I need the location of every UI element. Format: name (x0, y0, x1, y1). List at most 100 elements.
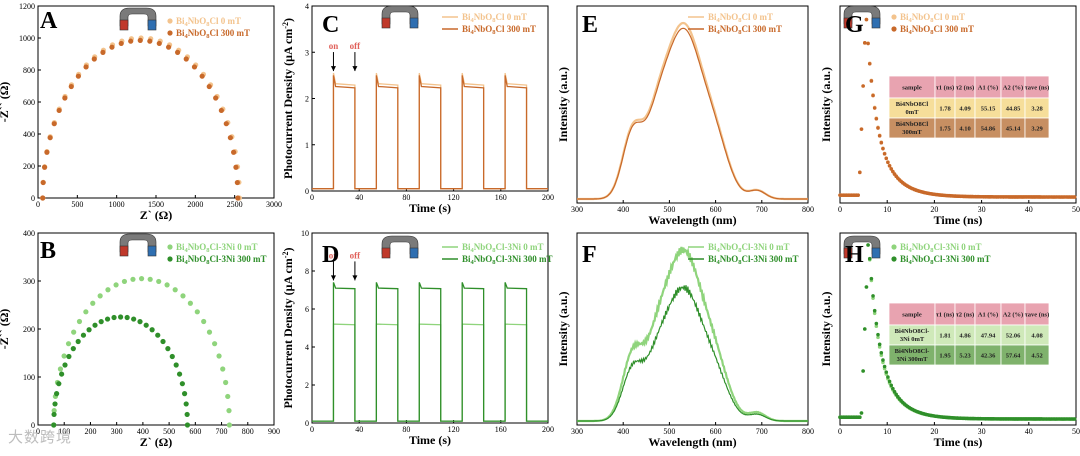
data-point (66, 353, 72, 360)
legend-label: Bi4NbO8Cl 300 mT (462, 24, 536, 36)
data-point (891, 386, 895, 391)
data-point (65, 341, 72, 347)
data-point (859, 411, 864, 415)
y-tick-label: 0 (31, 421, 35, 430)
table-cell-text: τ2 (ns) (956, 312, 974, 319)
x-axis-label: Z` (Ω) (140, 435, 173, 449)
x-tick-label: 400 (617, 205, 629, 214)
data-point (176, 371, 183, 377)
data-point (871, 93, 875, 98)
panel-letter: G (845, 12, 864, 38)
data-point (867, 61, 872, 66)
x-tick-label: 700 (756, 205, 768, 214)
y-tick-label: 0 (305, 419, 309, 428)
data-point (881, 358, 885, 362)
data-point (206, 329, 213, 335)
table-cell-text: τ1 (ns) (936, 85, 954, 92)
x-tick-label: 0 (838, 205, 842, 214)
legend-marker (167, 256, 173, 262)
table-cell-text: A2 (%) (1003, 85, 1023, 92)
data-point (876, 126, 880, 130)
data-point (165, 44, 172, 50)
data-point (124, 314, 130, 321)
panel-F: 300 400 500 600 700 800 Wavelength (nm) Intensi… (556, 232, 814, 449)
panel-letter: C (322, 12, 339, 38)
y-tick-label: 400 (23, 130, 35, 139)
data-point (104, 316, 111, 322)
plot-frame (576, 232, 809, 426)
y-tick-label: 600 (23, 98, 35, 107)
table-cell-text: Bi4NbO8Cl- (895, 348, 930, 355)
data-point (1072, 417, 1077, 421)
table-cell-text: 42.36 (981, 353, 996, 360)
series-line (312, 323, 548, 422)
data-point (57, 366, 64, 372)
y-axis-label: Photocurrent Density (μA cm-2) (281, 248, 295, 409)
x-tick-label: 500 (663, 205, 675, 214)
x-axis-label: Wavelength (nm) (648, 213, 736, 227)
data-point (864, 17, 869, 22)
data-point (872, 311, 877, 316)
data-point (864, 285, 869, 289)
x-axis-label: Wavelength (nm) (648, 435, 736, 449)
legend-label: Bi4NbO8Cl-3Ni 300 mT (462, 254, 553, 266)
data-point (149, 327, 155, 333)
magnet-icon (381, 5, 419, 29)
data-point (54, 391, 60, 397)
y-tick-label: 0 (305, 187, 309, 196)
y-tick-label: 4 (305, 343, 309, 352)
panel-A: 0 500 1000 1500 2000 2500 3000 Z` (Ω) 0 200 400 600… (0, 2, 282, 222)
data-point (1072, 195, 1077, 199)
x-tick-label: 20 (930, 205, 938, 214)
x-tick-label: 300 (111, 427, 123, 436)
table-cell-text: τ1 (ns) (936, 312, 954, 319)
data-point (874, 324, 879, 329)
data-point (40, 179, 46, 186)
table-cell-text: τave (ns) (1025, 312, 1049, 319)
data-point (51, 411, 57, 418)
data-point (866, 243, 870, 247)
data-point (56, 107, 62, 114)
data-point (172, 287, 178, 293)
data-point (226, 422, 233, 428)
data-point (858, 170, 862, 175)
table-cell-text: 3.28 (1031, 106, 1043, 113)
data-point (183, 56, 189, 62)
table-cell-text: 54.86 (981, 126, 996, 133)
y-axis-label: Intensity (a.u.) (556, 67, 570, 142)
x-tick-label: 0 (310, 425, 314, 434)
y-axis-label: Intensity (a.u.) (819, 291, 833, 366)
x-tick-label: 400 (137, 427, 149, 436)
series-line (312, 72, 548, 190)
x-tick-label: 200 (542, 425, 554, 434)
data-point (138, 276, 145, 282)
data-point (165, 346, 171, 352)
x-tick-label: 0 (838, 427, 842, 436)
data-point (40, 195, 46, 201)
y-tick-label: 200 (23, 325, 35, 334)
data-point (876, 332, 880, 337)
data-point (218, 107, 224, 114)
x-tick-label: 800 (802, 427, 814, 436)
legend-marker (891, 256, 897, 262)
data-point (56, 381, 62, 387)
y-axis-label: Intensity (a.u.) (819, 67, 833, 142)
data-point (861, 84, 865, 88)
x-tick-label: 3000 (266, 200, 282, 209)
x-tick-label: 1000 (109, 200, 125, 209)
table-cell-text: A2 (%) (1003, 312, 1023, 319)
x-tick-label: 120 (448, 193, 460, 202)
data-point (131, 316, 137, 322)
table-cell-text: Bi4NbO8Cl (896, 121, 929, 128)
data-point (887, 164, 892, 168)
x-tick-label: 700 (216, 427, 228, 436)
x-tick-label: 1500 (148, 200, 164, 209)
data-point (62, 95, 68, 101)
panel-C: 0 40 80 120 160 200 Time (s) 0 1 2 3 4 Photocurrent … (281, 2, 554, 215)
data-point (181, 391, 188, 397)
x-tick-label: 50 (1072, 205, 1080, 214)
magnet-blue-pole-icon (147, 245, 157, 257)
data-point (44, 149, 50, 155)
table-cell-text: 5.23 (959, 353, 971, 360)
data-point (179, 381, 185, 387)
